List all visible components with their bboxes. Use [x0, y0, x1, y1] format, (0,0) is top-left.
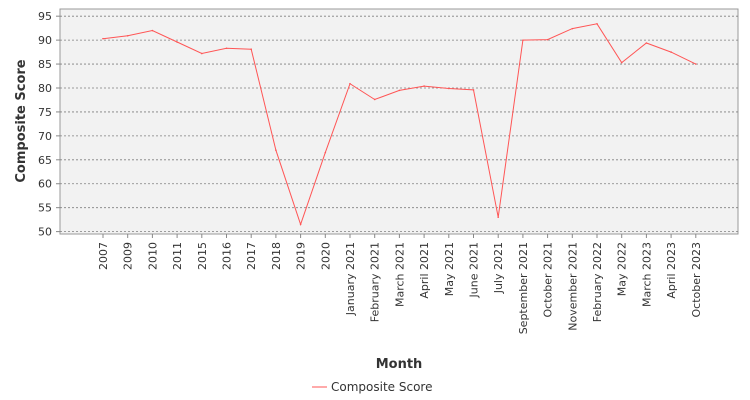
data-point — [299, 223, 302, 226]
x-tick-label: October 2021 — [542, 242, 555, 318]
x-tick-label: 2010 — [146, 242, 159, 270]
legend-label: Composite Score — [331, 380, 432, 394]
y-tick-label: 90 — [38, 34, 52, 47]
plot-area — [59, 8, 739, 235]
data-point — [695, 63, 697, 65]
y-axis: 50 55 60 65 70 75 80 85 90 95 — [38, 10, 60, 239]
x-tick-label: October 2023 — [690, 242, 703, 318]
x-tick-label: January 2021 — [344, 242, 357, 316]
legend: Composite Score — [312, 380, 432, 394]
x-tick-label: 2011 — [171, 242, 184, 270]
data-point — [497, 216, 500, 219]
x-tick-label: April 2023 — [665, 242, 678, 299]
x-tick-label: 2020 — [319, 242, 332, 270]
x-tick-label: March 2023 — [640, 242, 653, 307]
y-tick-label: 60 — [38, 178, 52, 191]
x-tick-label: 2016 — [221, 242, 234, 270]
x-tick-label: June 2021 — [468, 242, 481, 298]
y-tick-label: 50 — [38, 226, 52, 239]
data-point — [176, 41, 178, 43]
y-tick-label: 80 — [38, 82, 52, 95]
series-layer — [102, 23, 697, 226]
data-point — [645, 42, 648, 44]
y-tick-label: 65 — [38, 154, 52, 167]
x-tick-label: March 2021 — [393, 242, 406, 307]
data-point — [349, 82, 351, 85]
x-axis-title: Month — [376, 357, 423, 372]
x-tick-label: 2007 — [97, 242, 110, 270]
x-tick-label: May 2022 — [616, 242, 629, 296]
data-point — [324, 151, 327, 154]
data-point — [448, 87, 450, 90]
data-point — [670, 51, 672, 53]
x-tick-label: November 2021 — [566, 242, 579, 331]
data-point — [571, 27, 574, 30]
y-tick-label: 70 — [38, 130, 52, 143]
x-tick-label: February 2021 — [369, 242, 382, 322]
x-tick-label: 2015 — [196, 242, 209, 270]
x-tick-label: September 2021 — [517, 242, 530, 334]
data-point — [275, 149, 277, 152]
x-tick-label: February 2022 — [591, 242, 604, 322]
data-point — [201, 52, 203, 55]
data-point — [546, 38, 549, 41]
x-axis: 2007 2009 2010 2011 2015 2016 2017 2018 2019 2020… — [97, 234, 703, 334]
y-tick-label: 85 — [38, 58, 52, 71]
data-point — [522, 39, 524, 41]
y-tick-label: 95 — [38, 10, 52, 23]
data-point — [472, 89, 475, 91]
x-tick-label: July 2021 — [492, 242, 505, 294]
x-tick-label: 2018 — [270, 242, 283, 270]
x-tick-label: 2017 — [245, 242, 258, 270]
y-axis-title: Composite Score — [14, 59, 29, 182]
y-tick-label: 55 — [38, 202, 52, 215]
x-tick-label: 2009 — [122, 242, 135, 270]
y-tick-label: 75 — [38, 106, 52, 119]
x-tick-label: 2019 — [295, 242, 308, 270]
data-point — [398, 89, 401, 92]
data-point — [620, 61, 623, 64]
data-point — [596, 23, 598, 25]
x-tick-label: April 2021 — [418, 242, 431, 299]
data-point — [423, 85, 425, 87]
data-point — [225, 47, 228, 50]
data-point — [250, 48, 252, 51]
data-point — [151, 29, 154, 32]
data-point — [102, 37, 104, 40]
data-point — [126, 35, 129, 37]
x-tick-label: May 2021 — [443, 242, 456, 296]
data-point — [373, 98, 376, 101]
